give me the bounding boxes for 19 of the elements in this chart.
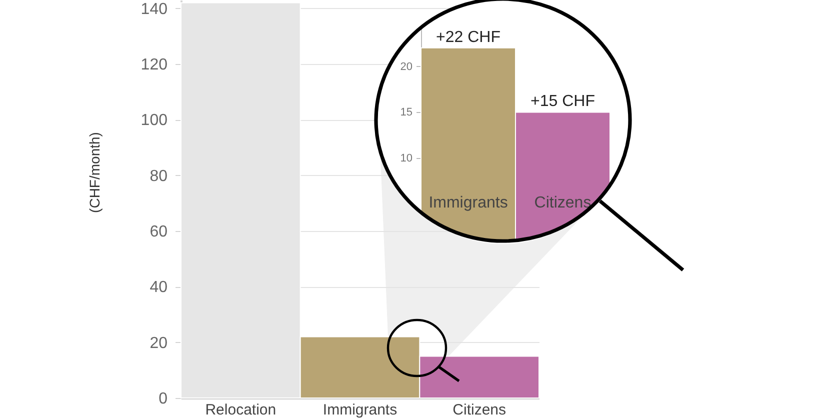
- x-tick-label: Immigrants: [428, 194, 508, 212]
- y-tick-label: 60: [150, 224, 168, 241]
- x-tick-label: Immigrants: [322, 402, 398, 418]
- x-tick-label: Relocation: [205, 402, 276, 418]
- y-tick-label: 20: [400, 60, 412, 73]
- data-label: +22 CHF: [436, 28, 501, 46]
- y-tick-label: 80: [150, 168, 168, 185]
- y-tick-label: 0: [158, 390, 168, 408]
- x-tick-label: Citizens: [534, 194, 592, 212]
- data-label: +15 CHF: [530, 93, 596, 110]
- y-tick-label: 120: [140, 56, 168, 74]
- y-tick-label: 15: [400, 106, 412, 119]
- y-tick-label: 100: [140, 112, 168, 130]
- y-axis-title: (CHF/month): [86, 132, 102, 213]
- y-tick-label: 20: [150, 334, 168, 352]
- y-tick-label: 10: [400, 152, 412, 165]
- x-tick-label: Citizens: [452, 402, 506, 418]
- y-tick-label: 140: [140, 0, 168, 18]
- y-tick-label: 40: [150, 279, 168, 296]
